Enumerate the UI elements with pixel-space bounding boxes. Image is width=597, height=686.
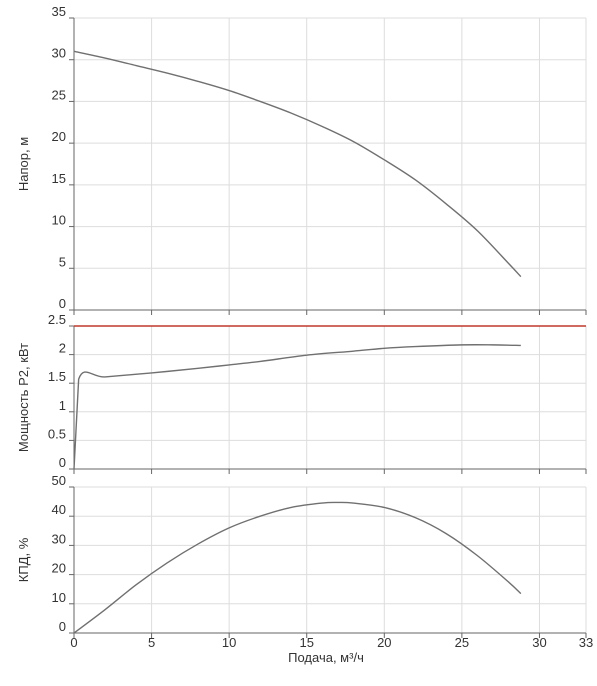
x-tick-label: 20 <box>377 635 391 650</box>
y-tick-label: 15 <box>52 171 66 186</box>
y-tick-label: 5 <box>59 254 66 269</box>
series-line <box>73 50 522 278</box>
x-tick-label: 10 <box>222 635 236 650</box>
y-tick-label: 0 <box>59 296 66 311</box>
y-tick-label: 10 <box>52 590 66 605</box>
series-line <box>73 501 522 634</box>
y-axis-title: КПД, % <box>16 537 31 582</box>
y-tick-label: 20 <box>52 561 66 576</box>
x-tick-label: 30 <box>532 635 546 650</box>
x-tick-label: 15 <box>299 635 313 650</box>
y-tick-label: 0 <box>59 455 66 470</box>
x-tick-label: 33 <box>579 635 593 650</box>
panel-1: 0 5 10 15 20 25 30 35 Напор, м <box>16 4 587 315</box>
y-tick-label: 1 <box>59 398 66 413</box>
y-tick-label: 30 <box>52 531 66 546</box>
y-axis-title: Напор, м <box>16 137 31 191</box>
x-tick-label: 25 <box>455 635 469 650</box>
y-tick-label: 40 <box>52 502 66 517</box>
y-tick-label: 30 <box>52 46 66 61</box>
x-tick-label: 5 <box>148 635 155 650</box>
panel-2: 0 0.5 1 1.5 2 2.5 Мощность P2, кВт <box>16 312 587 474</box>
x-tick-label: 0 <box>70 635 77 650</box>
y-tick-label: 20 <box>52 129 66 144</box>
y-tick-label: 10 <box>52 213 66 228</box>
y-tick-label: 0.5 <box>48 426 66 441</box>
panel-3: 0 10 20 30 40 50 КПД, % 0 5 10 15 20 25 30 33 Подача, м… <box>16 473 593 665</box>
y-tick-label: 25 <box>52 87 66 102</box>
y-tick-label: 2 <box>59 341 66 356</box>
y-tick-label: 1.5 <box>48 369 66 384</box>
y-tick-label: 35 <box>52 4 66 19</box>
y-tick-label: 2.5 <box>48 312 66 327</box>
x-axis-title: Подача, м³/ч <box>288 650 364 665</box>
series-line <box>73 344 521 470</box>
y-tick-label: 50 <box>52 473 66 488</box>
y-axis-title: Мощность P2, кВт <box>16 343 31 452</box>
y-tick-label: 0 <box>59 619 66 634</box>
